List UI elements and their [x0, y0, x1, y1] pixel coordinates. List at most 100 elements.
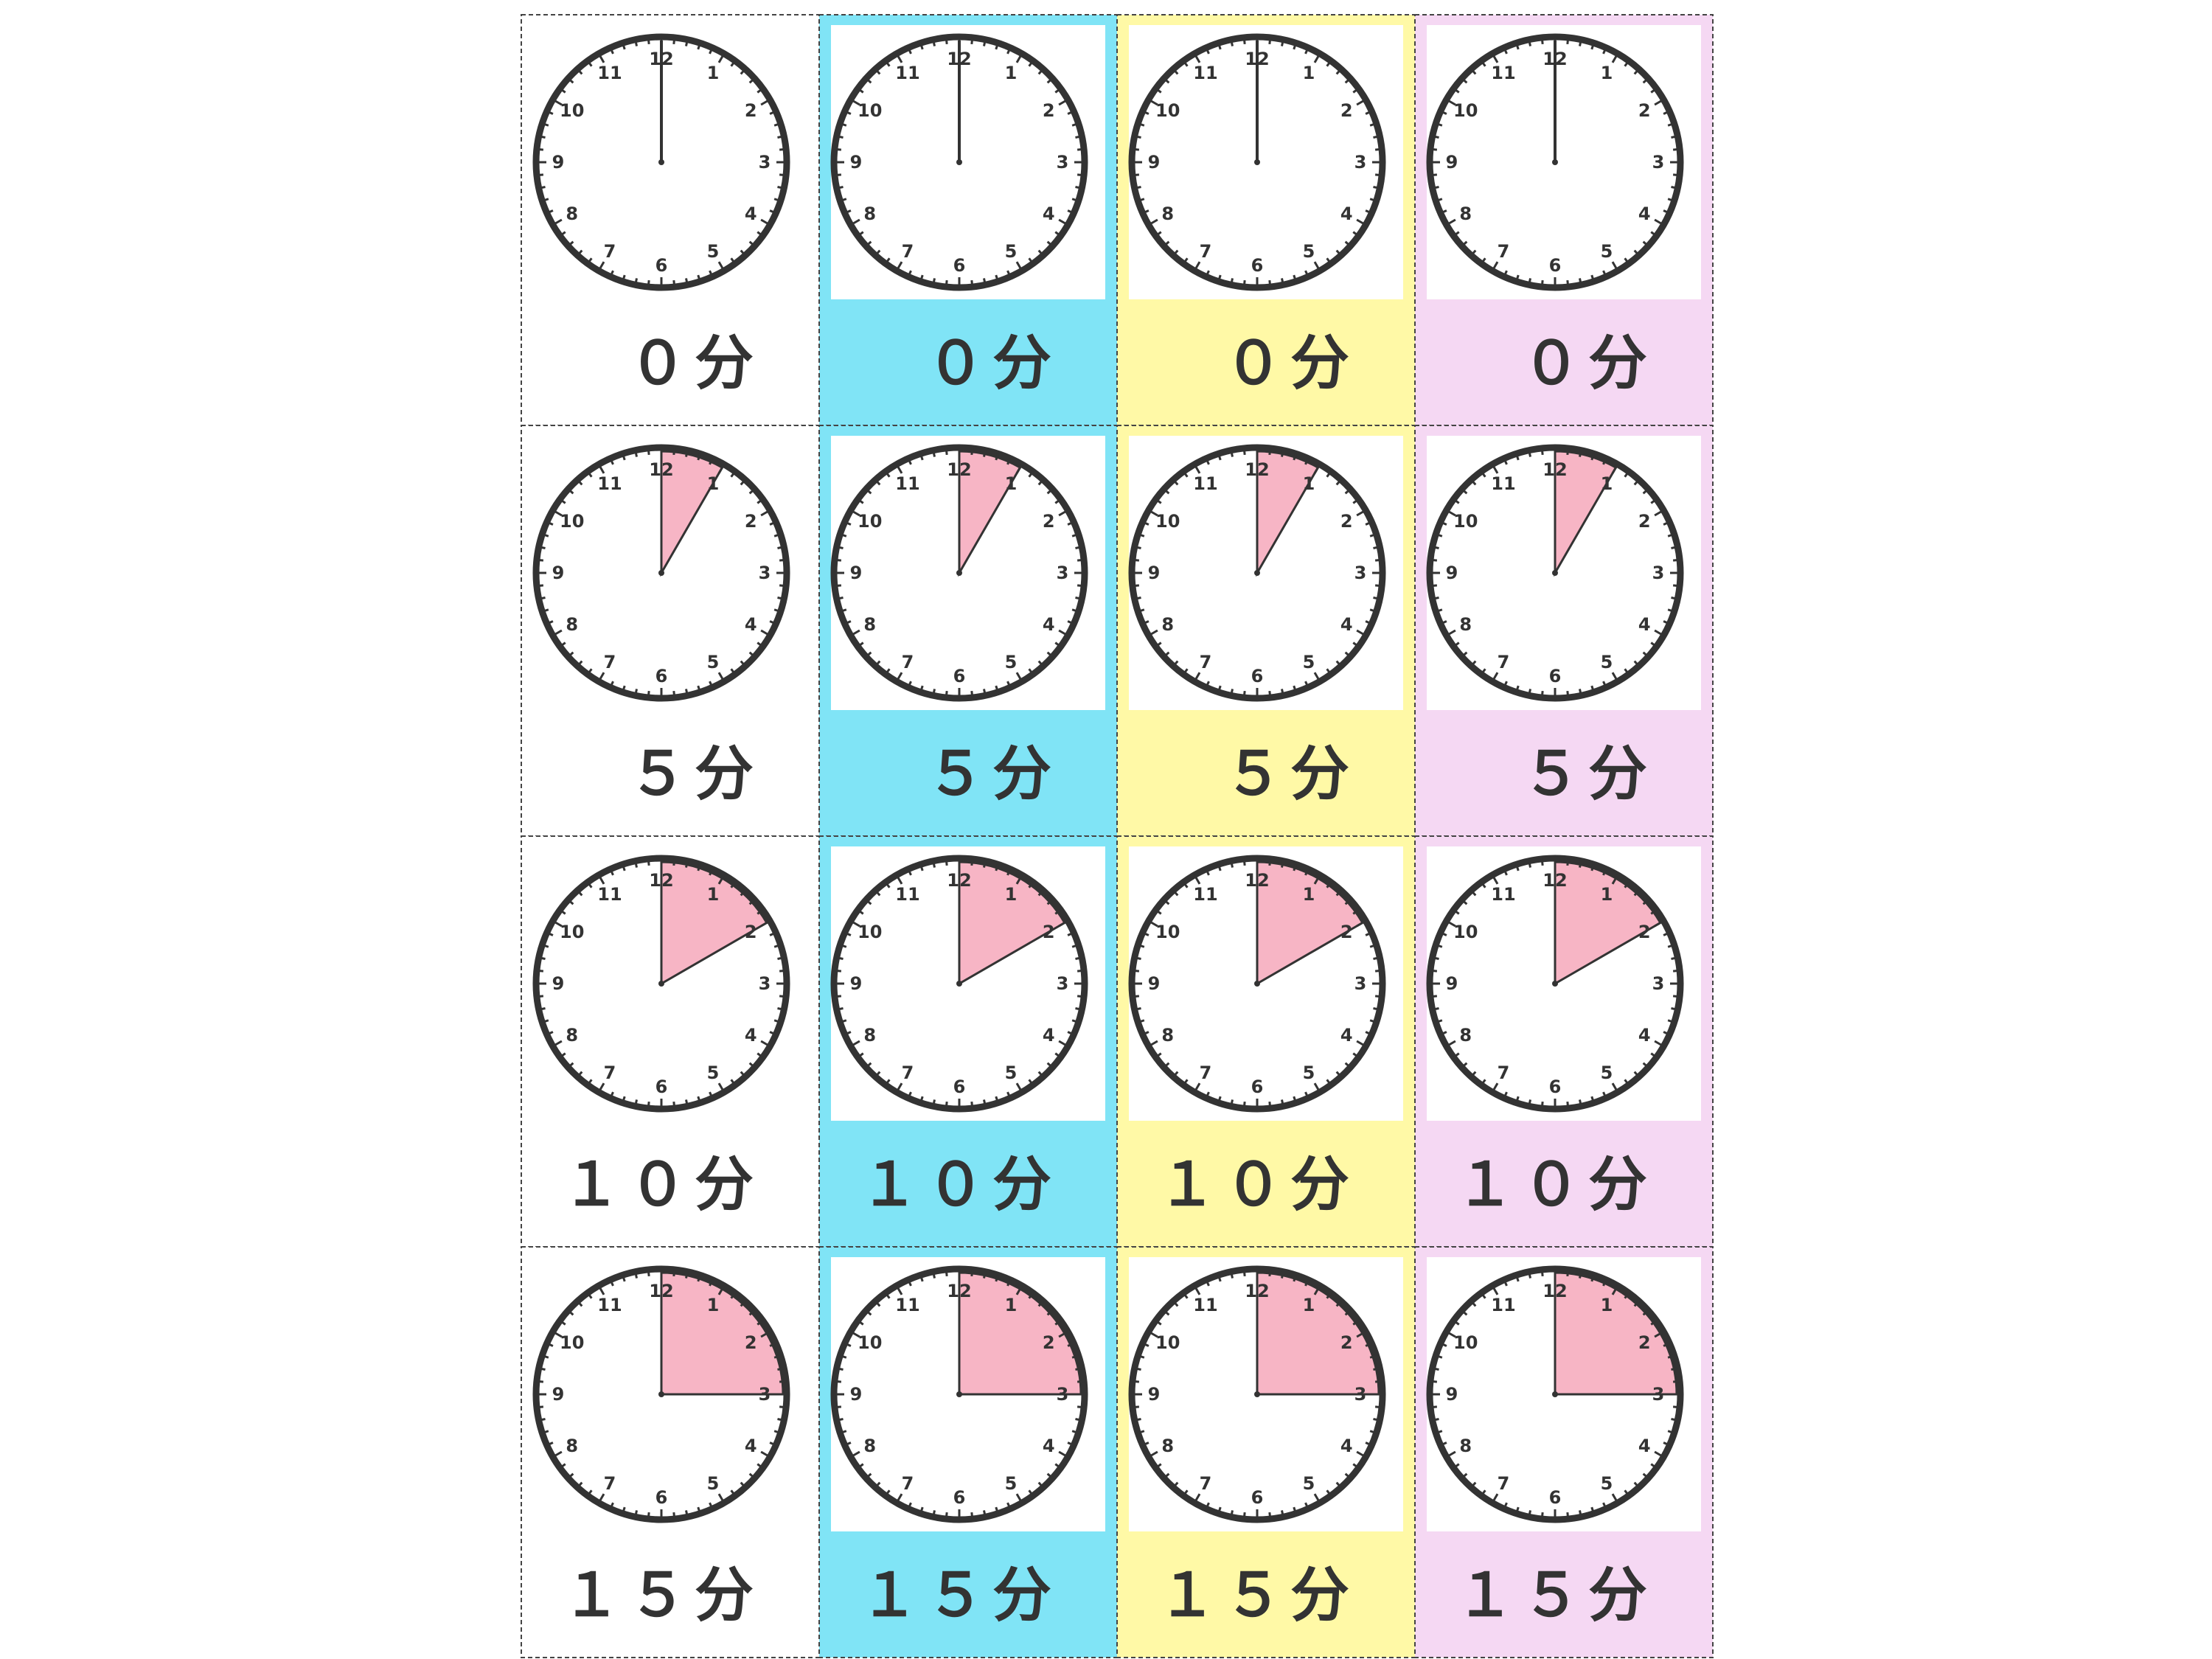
minute-tick	[1470, 1300, 1477, 1307]
minute-tick	[685, 39, 689, 46]
minutes-label: １０分	[860, 1150, 1059, 1219]
minutes-label: ０分	[628, 329, 761, 397]
minute-tick	[773, 944, 782, 948]
clock-numeral: 5	[1601, 1473, 1613, 1494]
clock-numeral: 1	[1303, 884, 1315, 905]
clock-numeral: 8	[1161, 204, 1174, 224]
minute-tick	[577, 1071, 583, 1078]
minute-tick	[1006, 1279, 1012, 1287]
clock-numeral: 11	[895, 473, 919, 494]
minute-tick	[1344, 1062, 1352, 1068]
minute-tick	[1217, 685, 1222, 693]
minute-tick	[1369, 608, 1377, 613]
minute-tick	[1369, 1019, 1377, 1023]
clock-numeral: 10	[858, 511, 882, 532]
minute-tick	[1440, 1441, 1447, 1447]
minute-tick	[1356, 1330, 1366, 1338]
minute-tick	[1373, 1418, 1380, 1422]
clock-center	[1254, 1391, 1260, 1397]
clock-numeral: 11	[895, 1295, 919, 1315]
clock-numeral: 7	[1200, 1062, 1212, 1083]
clock-numeral: 4	[1043, 1025, 1055, 1046]
minute-tick	[1137, 198, 1145, 202]
clock-numeral: 12	[649, 870, 673, 891]
minute-tick	[1663, 209, 1670, 215]
minute-tick	[760, 1040, 771, 1048]
minute-tick	[850, 1450, 860, 1458]
minute-tick	[1242, 1101, 1246, 1109]
minute-tick	[709, 869, 714, 876]
minute-tick	[1374, 1405, 1382, 1409]
minute-tick	[1430, 584, 1438, 588]
clock-numeral: 7	[604, 652, 616, 672]
minute-tick	[1193, 1493, 1201, 1503]
minute-tick	[773, 198, 782, 202]
clock-center	[956, 981, 962, 987]
clock-numeral: 3	[1354, 152, 1367, 173]
minute-tick	[559, 231, 566, 237]
minute-tick	[919, 1506, 924, 1514]
minute-tick	[884, 257, 891, 265]
minute-tick	[541, 122, 549, 127]
minute-tick	[1650, 908, 1658, 915]
minute-tick	[1037, 1300, 1044, 1307]
minute-tick	[884, 668, 891, 675]
minute-tick	[1365, 620, 1372, 625]
minute-tick	[1067, 1342, 1074, 1347]
minute-tick	[1356, 1450, 1366, 1458]
minute-tick	[1281, 278, 1284, 285]
clock-numeral: 9	[1446, 152, 1458, 173]
clock-numeral: 1	[1303, 1295, 1315, 1315]
minute-tick	[983, 278, 987, 285]
minute-tick	[1142, 110, 1150, 115]
minute-tick	[1602, 1279, 1607, 1287]
clock-numeral: 6	[953, 1487, 966, 1508]
minute-tick	[685, 1510, 689, 1517]
minute-tick	[622, 274, 626, 282]
clock-numeral: 7	[1498, 652, 1510, 672]
minute-tick	[1071, 1430, 1079, 1434]
minute-tick	[874, 249, 881, 257]
clock-numeral: 6	[1251, 1077, 1264, 1097]
minute-tick	[740, 479, 746, 486]
minute-tick	[836, 956, 844, 960]
minute-tick	[577, 479, 583, 486]
clock-numeral: 12	[649, 1281, 673, 1301]
minute-tick	[1435, 198, 1443, 202]
minute-tick	[1352, 87, 1360, 94]
minute-tick	[634, 860, 638, 868]
clock-numeral: 2	[745, 100, 757, 121]
clock-numeral: 12	[1245, 870, 1269, 891]
minute-tick	[622, 685, 626, 693]
minute-tick	[1369, 1354, 1377, 1359]
clock-numeral: 7	[1200, 1473, 1212, 1494]
minutes-label: ０分	[926, 329, 1059, 397]
minute-tick	[1077, 995, 1085, 998]
minute-tick	[1440, 209, 1447, 215]
minute-tick	[773, 122, 782, 127]
minute-tick	[1163, 488, 1170, 495]
minute-tick	[536, 969, 544, 973]
minute-tick	[1077, 147, 1085, 151]
minute-tick	[748, 488, 756, 495]
minute-tick	[647, 1101, 650, 1109]
clock-numeral: 6	[655, 1487, 668, 1508]
minute-tick	[1028, 60, 1034, 67]
clock-numeral: 11	[597, 473, 622, 494]
minute-tick	[559, 87, 566, 94]
minute-tick	[1373, 956, 1380, 960]
minute-tick	[1633, 660, 1640, 667]
clock-numeral: 6	[1549, 1487, 1562, 1508]
minute-tick	[1642, 1472, 1649, 1479]
clock-numeral: 8	[566, 614, 578, 635]
minute-tick	[1671, 1367, 1678, 1371]
minute-tick	[777, 135, 785, 139]
minute-tick	[1590, 685, 1595, 693]
minute-tick	[1182, 881, 1189, 888]
minute-tick	[1134, 1418, 1141, 1422]
clock-numeral: 1	[707, 473, 720, 494]
minute-tick	[685, 689, 689, 696]
minute-tick	[1155, 1052, 1162, 1059]
minute-tick	[1304, 1502, 1310, 1509]
clock-center	[956, 570, 962, 576]
